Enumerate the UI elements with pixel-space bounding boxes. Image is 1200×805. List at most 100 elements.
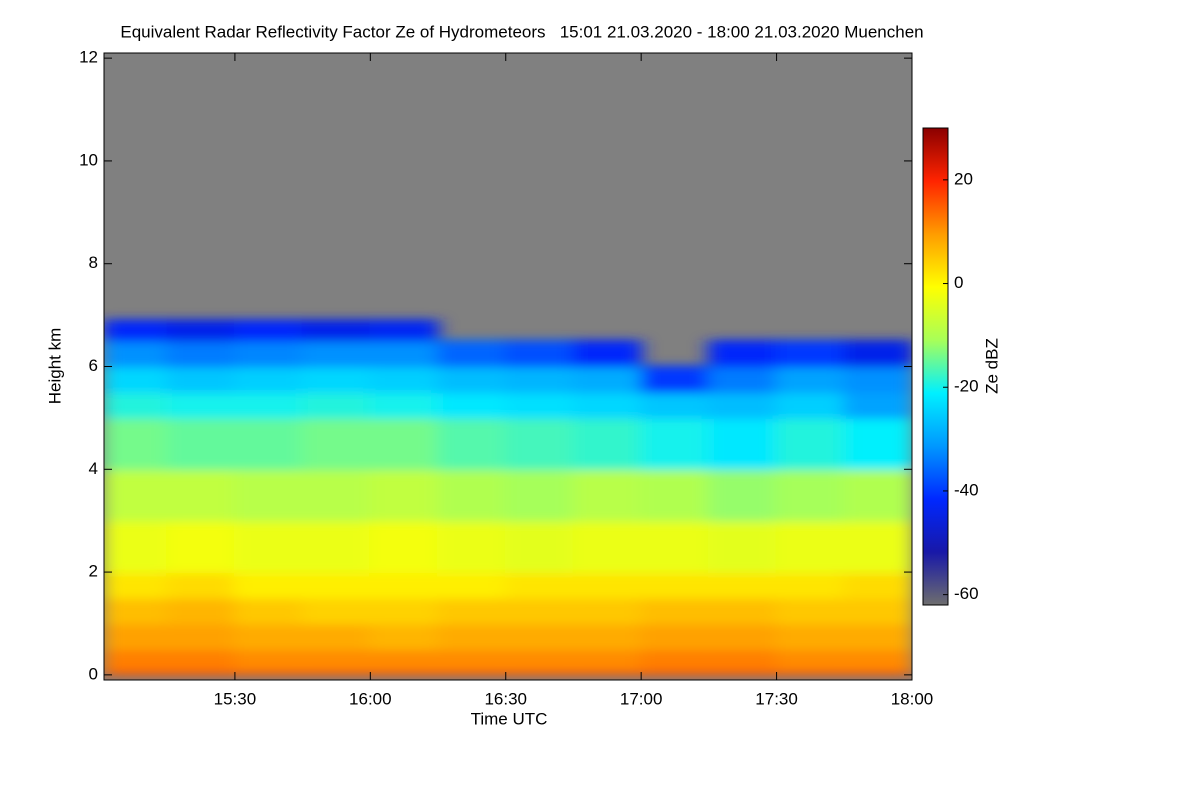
heatmap-cell [166,596,236,625]
heatmap-cell [104,622,169,651]
heatmap-cell [437,365,507,394]
heatmap-cell [843,622,912,651]
heatmap-cell [504,519,575,574]
heatmap-cell [504,571,575,599]
y-axis-label: Height km [45,328,64,405]
heatmap-cell [233,668,304,676]
y-tick-label: 10 [79,150,98,169]
heatmap-cell [369,339,440,368]
heatmap-cell [301,391,372,419]
heatmap-cell [104,365,169,394]
heatmap-cell [640,571,710,599]
heatmap-cell [572,365,643,394]
heatmap-cell [504,391,575,419]
x-axis-label: Time UTC [471,709,548,728]
heatmap-cell [843,571,912,599]
heatmap-cell [843,468,912,522]
heatmap-cell [572,596,643,625]
colorbar-label: Ze dBZ [982,338,1001,394]
heatmap-cell [301,648,372,671]
heatmap-cell [233,596,304,625]
colorbar-tick-label: 20 [954,169,973,188]
heatmap-cell [104,416,169,471]
heatmap-cell [104,519,169,574]
heatmap-cell [640,519,710,574]
heatmap-cell [104,571,169,599]
heatmap-cell [104,391,169,419]
heatmap-cell [775,596,846,625]
heatmap-cell [301,339,372,368]
heatmap-cell [437,622,507,651]
heatmap-cell [301,319,372,342]
heatmap-cell [166,339,236,368]
heatmap-cell [233,622,304,651]
heatmap-cell [437,596,507,625]
heatmap-cell [437,648,507,671]
heatmap-cell [775,468,846,522]
heatmap-cell [707,468,778,522]
heatmap-cell [233,648,304,671]
heatmap-cell [572,391,643,419]
x-tick-label: 15:30 [214,689,257,708]
heatmap-cell [572,648,643,671]
heatmap-cell [707,571,778,599]
chart-title: Equivalent Radar Reflectivity Factor Ze … [120,22,923,41]
heatmap-cell [775,519,846,574]
heatmap-cell [369,648,440,671]
x-tick-label: 17:30 [755,689,798,708]
heatmap-cell [166,416,236,471]
heatmap-cell [843,339,912,368]
heatmap-cell [572,339,643,368]
heatmap-cell [369,365,440,394]
heatmap-cell [233,416,304,471]
heatmap-cell [572,416,643,471]
heatmap-cell [640,468,710,522]
heatmap-cell [843,648,912,671]
heatmap-cell [166,668,236,676]
heatmap-cell [707,622,778,651]
heatmap-cell [843,365,912,394]
colorbar [922,127,949,606]
heatmap-cell [572,668,643,676]
heatmap-cell [504,622,575,651]
heatmap-cell [104,339,169,368]
colorbar-tick-label: 0 [954,273,963,292]
heatmap-cell [437,519,507,574]
heatmap-cell [369,416,440,471]
heatmap-cell [437,416,507,471]
heatmap-cell [640,365,710,394]
colorbar-tick-label: -40 [954,480,979,499]
heatmap-cell [843,519,912,574]
heatmap-cell [166,319,236,342]
heatmap-cell [369,391,440,419]
heatmap-cell [233,468,304,522]
y-tick-label: 8 [89,253,98,272]
heatmap-cell [437,339,507,368]
heatmap-cell [166,622,236,651]
heatmap-cell [369,319,440,342]
heatmap-cell [104,319,169,342]
heatmap-cell [504,339,575,368]
y-tick-label: 4 [89,459,98,478]
heatmap-cell [504,416,575,471]
heatmap-cell [301,596,372,625]
y-tick-label: 12 [79,48,98,67]
heatmap-cell [843,391,912,419]
heatmap-cell [437,391,507,419]
x-tick-label: 16:30 [484,689,527,708]
heatmap-cell [369,519,440,574]
x-tick-label: 17:00 [620,689,663,708]
heatmap-cell [572,519,643,574]
heatmap-cell [166,365,236,394]
heatmap-cell [301,622,372,651]
heatmap-cell [437,468,507,522]
heatmap-cell [707,519,778,574]
heatmap-cell [233,519,304,574]
heatmap-cell [775,648,846,671]
heatmap-cell [707,648,778,671]
heatmap-cell [166,648,236,671]
heatmap-cell [369,571,440,599]
heatmap [104,319,912,676]
heatmap-cell [104,596,169,625]
